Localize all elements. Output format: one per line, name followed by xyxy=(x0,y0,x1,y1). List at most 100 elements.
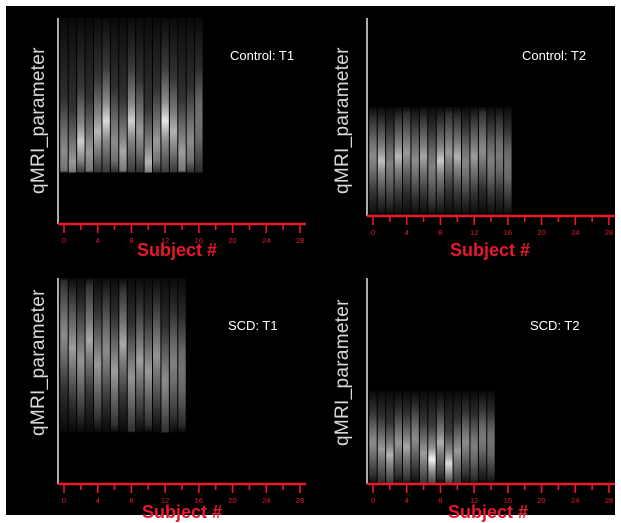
subject-column xyxy=(428,107,436,216)
x-tick-label: 0 xyxy=(62,236,66,245)
subject-column xyxy=(394,107,402,216)
subject-column xyxy=(178,278,186,433)
subject-column xyxy=(60,18,68,173)
subject-column xyxy=(487,391,495,484)
x-tick-label: 12 xyxy=(161,496,169,505)
subject-column xyxy=(68,278,77,433)
subject-column xyxy=(119,18,127,173)
x-tick-label: 12 xyxy=(161,236,169,245)
subject-column xyxy=(77,278,85,433)
subject-column xyxy=(169,18,178,173)
subject-column xyxy=(411,107,419,216)
x-tick-label: 4 xyxy=(96,496,100,505)
subject-column xyxy=(487,107,495,216)
panel-title: SCD: T2 xyxy=(530,318,580,333)
x-tick-label: 28 xyxy=(296,496,304,505)
x-axis-label: Subject # xyxy=(137,240,218,260)
subject-column xyxy=(110,18,119,173)
subject-column xyxy=(102,18,110,173)
subject-column xyxy=(403,391,411,484)
subject-column xyxy=(495,107,504,216)
x-tick-label: 16 xyxy=(504,228,512,237)
subject-column xyxy=(394,391,402,484)
subject-column xyxy=(60,278,68,433)
x-tick-label: 24 xyxy=(571,228,579,237)
x-tick-label: 4 xyxy=(96,236,100,245)
x-tick-label: 24 xyxy=(262,496,270,505)
x-axis-label: Subject # xyxy=(448,502,529,522)
panel-scd-t2: qMRI_parameter SCD: T2 0 4 8 12 16 20 24 28 Sub… xyxy=(310,260,615,522)
x-axis-label: Subject # xyxy=(142,502,223,522)
panel-control-t2: qMRI_parameter Control: T2 0 4 8 12 16 20 24 28… xyxy=(310,6,615,261)
subject-column xyxy=(470,107,478,216)
subject-column xyxy=(436,107,445,216)
subject-column xyxy=(144,278,152,433)
x-tick-label: 28 xyxy=(605,496,613,505)
x-tick-label: 8 xyxy=(438,228,442,237)
subject-column xyxy=(102,278,110,433)
subject-column xyxy=(445,107,453,216)
subject-column xyxy=(119,278,127,433)
panel-title: Control: T2 xyxy=(522,48,587,63)
subject-column xyxy=(153,18,161,173)
x-tick-label: 20 xyxy=(228,236,236,245)
subject-column xyxy=(453,391,461,484)
subject-column xyxy=(478,107,487,216)
panel-control-t1: qMRI_parameter Control: T1 0 4 8 12 16 20 24 28… xyxy=(6,6,311,261)
subject-column xyxy=(419,391,428,484)
x-tick-label: 0 xyxy=(62,496,66,505)
subject-column xyxy=(377,107,386,216)
x-tick-label: 8 xyxy=(129,236,133,245)
subject-column xyxy=(386,391,394,484)
subject-column xyxy=(161,18,169,173)
subject-column xyxy=(85,278,93,433)
subject-column xyxy=(136,278,144,433)
x-tick-label: 12 xyxy=(470,228,478,237)
subject-column xyxy=(77,18,85,173)
subject-column xyxy=(169,278,178,433)
chart-plot: 0 4 8 12 16 20 24 28 xyxy=(57,18,306,245)
x-tick-label: 8 xyxy=(129,496,133,505)
x-tick-label: 28 xyxy=(605,228,613,237)
x-tick-label: 12 xyxy=(470,496,478,505)
subject-column xyxy=(178,18,186,173)
x-tick-label: 28 xyxy=(296,236,304,245)
subject-column xyxy=(504,107,512,216)
subject-column xyxy=(453,107,461,216)
chart-plot: 0 4 8 12 16 20 24 28 xyxy=(366,278,615,505)
subject-column xyxy=(403,107,411,216)
subject-column xyxy=(462,391,470,484)
subject-column xyxy=(436,391,445,484)
subject-column xyxy=(127,18,136,173)
x-tick-label: 20 xyxy=(228,496,236,505)
subject-column xyxy=(153,278,161,433)
subject-column xyxy=(369,107,377,216)
x-tick-label: 16 xyxy=(195,236,203,245)
subject-column xyxy=(110,278,119,433)
x-axis-label: Subject # xyxy=(450,240,531,260)
subject-column xyxy=(369,391,377,484)
subject-column xyxy=(445,391,453,484)
subject-column xyxy=(94,18,102,173)
subject-column xyxy=(428,391,436,484)
subject-column xyxy=(94,278,102,433)
subject-column xyxy=(411,391,419,484)
subject-column xyxy=(419,107,428,216)
x-tick-label: 24 xyxy=(262,236,270,245)
x-tick-label: 8 xyxy=(438,496,442,505)
subject-column xyxy=(462,107,470,216)
subject-column xyxy=(127,278,136,433)
subject-column xyxy=(136,18,144,173)
chart-plot: 0 4 8 12 16 20 24 28 xyxy=(57,278,306,505)
x-tick-label: 24 xyxy=(571,496,579,505)
panel-scd-t1: qMRI_parameter SCD: T1 0 4 8 12 16 20 24 28 Sub… xyxy=(6,260,311,522)
x-tick-label: 16 xyxy=(504,496,512,505)
x-tick-label: 20 xyxy=(537,228,545,237)
subject-column xyxy=(377,391,386,484)
x-tick-label: 0 xyxy=(371,496,375,505)
subject-column xyxy=(470,391,478,484)
subject-column xyxy=(195,18,203,173)
subject-column xyxy=(85,18,93,173)
subject-column xyxy=(386,107,394,216)
subject-column xyxy=(161,278,169,433)
